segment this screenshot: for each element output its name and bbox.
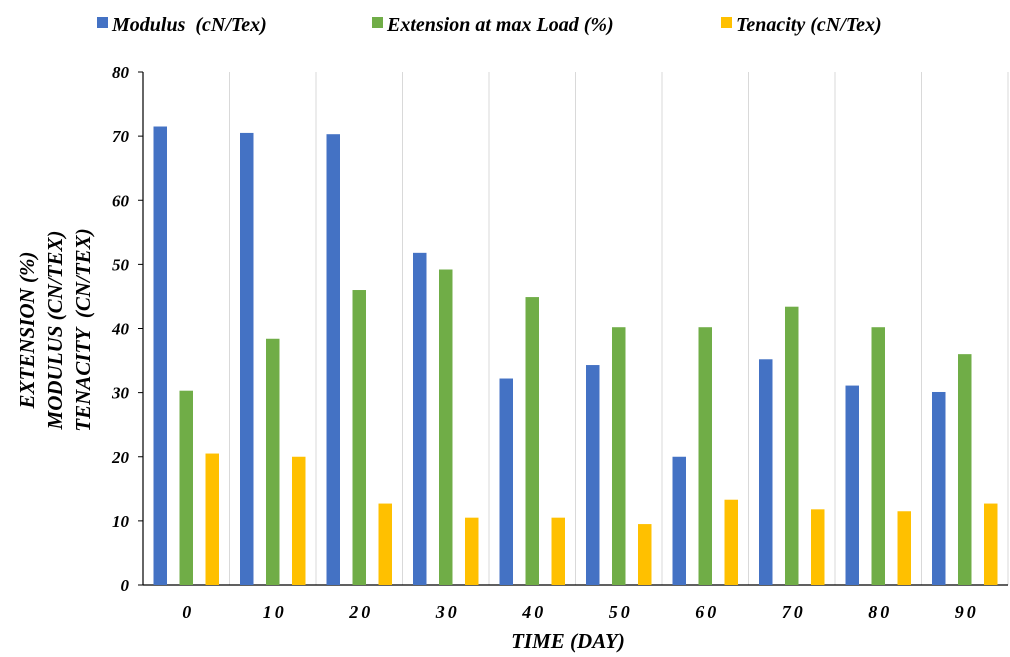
y-axis-title: EXTENSION (%) MODULUS (CN/TEX) TENACITY (C…: [15, 228, 95, 431]
legend-label: Extension at max Load (%): [386, 14, 614, 36]
y-tick-labels: 0 10 20 30 40 50 60 70 80: [111, 63, 130, 595]
x-tick-label: 90: [955, 602, 979, 622]
bar-modulus: [932, 391, 946, 585]
axes: [138, 71, 1008, 586]
bar-extension: [612, 327, 626, 585]
y-tick-label: 30: [111, 384, 130, 403]
y-tick-label: 40: [111, 320, 130, 339]
bar-extension: [266, 338, 280, 585]
bar-modulus: [759, 359, 773, 585]
bar-modulus: [326, 134, 340, 586]
y-tick-label: 50: [112, 255, 130, 274]
y-tick-label: 70: [112, 127, 130, 146]
x-tick-label: 20: [348, 602, 373, 622]
y-tick-label: 60: [112, 191, 130, 210]
x-tick-label: 70: [782, 602, 806, 622]
bar-extension: [871, 327, 885, 585]
bar-modulus: [240, 132, 254, 585]
bars: [153, 126, 998, 586]
bar-extension: [352, 290, 366, 585]
y-tick-label: 10: [112, 512, 130, 531]
bar-tenacity: [205, 453, 219, 585]
bar-modulus: [153, 126, 167, 585]
y-axis-title-line: MODULUS (CN/TEX): [43, 231, 67, 431]
x-tick-label: 0: [182, 602, 194, 622]
gridlines: [229, 72, 1009, 585]
bar-extension: [439, 269, 453, 585]
bar-modulus: [845, 385, 859, 585]
legend-label: Tenacity (cN/Tex): [736, 14, 882, 36]
x-tick-label: 50: [609, 602, 633, 622]
y-axis-title-line: TENACITY (CN/TEX): [71, 228, 95, 431]
legend-swatch: [97, 17, 108, 28]
bar-tenacity: [811, 509, 825, 585]
bar-modulus: [499, 378, 513, 585]
bar-tenacity: [465, 517, 479, 585]
bar-tenacity: [378, 503, 392, 585]
x-tick-label: 40: [521, 602, 546, 622]
bar-extension: [525, 297, 539, 585]
x-tick-labels: 0 10 20 30 40 50 60 70 80 90: [182, 602, 979, 622]
bar-tenacity: [292, 456, 306, 585]
legend: Modulus (cN/Tex) Extension at max Load (%…: [97, 14, 882, 36]
legend-swatch: [372, 17, 383, 28]
bar-extension: [958, 354, 972, 585]
legend-swatch: [721, 17, 732, 28]
bar-modulus: [586, 365, 600, 585]
x-tick-label: 30: [435, 602, 460, 622]
y-tick-label: 0: [121, 576, 130, 595]
x-tick-label: 10: [263, 602, 287, 622]
bar-extension: [698, 327, 712, 585]
y-axis-title-line: EXTENSION (%): [15, 252, 39, 410]
bar-tenacity: [984, 503, 998, 585]
y-tick-label: 80: [112, 63, 130, 82]
bar-modulus: [672, 456, 686, 585]
bar-tenacity: [638, 524, 652, 585]
x-axis-title: TIME (DAY): [511, 629, 625, 653]
bar-extension: [785, 306, 799, 585]
bar-modulus: [413, 252, 427, 585]
bar-tenacity: [551, 517, 565, 585]
y-tick-label: 20: [111, 448, 130, 467]
x-tick-label: 80: [868, 602, 892, 622]
bar-tenacity: [724, 499, 738, 585]
bar-extension: [179, 390, 193, 585]
legend-label: Modulus (cN/Tex): [111, 14, 267, 36]
x-tick-label: 60: [695, 602, 719, 622]
bar-tenacity: [897, 511, 911, 585]
